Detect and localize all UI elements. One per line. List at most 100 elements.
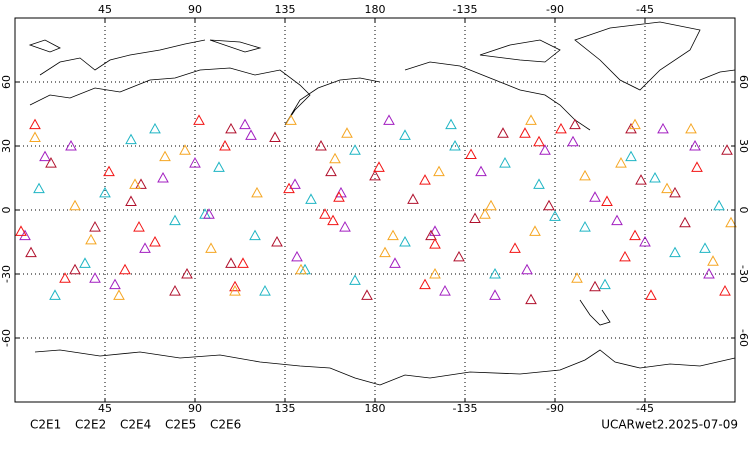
occultation-marker [193,114,205,125]
occultation-marker [407,193,419,204]
occultation-marker [661,182,673,194]
occultation-marker [103,165,115,177]
occultation-marker [525,293,537,305]
occultation-marker [497,127,509,138]
x-tick-label: 90 [188,3,202,16]
occultation-marker [419,278,431,290]
occultation-marker [329,152,341,164]
occultation-marker [445,118,457,130]
occultation-marker [567,135,579,147]
occultation-marker [469,212,481,224]
legend-entry: C2E6 [210,418,241,432]
legend-entry: C2E2 [75,418,106,432]
occultation-marker [271,235,283,247]
y-tick-label: 30 [737,139,750,153]
x-tick-label: 180 [365,402,386,415]
occultation-marker [529,225,541,236]
occultation-marker [319,208,331,219]
occultation-marker [569,118,581,130]
occultation-marker [669,246,681,258]
occultation-marker [453,250,465,262]
occultation-marker [399,129,411,140]
occultation-marker [349,144,361,155]
occultation-marker [669,186,681,198]
occultation-marker [341,127,353,138]
coastline [28,39,262,53]
occultation-marker [389,257,401,268]
occultation-marker [139,242,151,253]
occultation-marker [525,114,537,125]
y-tick-label: 60 [737,75,750,89]
occultation-marker [713,199,725,211]
occultation-marker [315,139,327,151]
coastline [29,67,381,126]
occultation-marker [251,186,263,198]
occultation-marker [25,246,37,258]
occultation-marker [15,225,27,236]
occultation-marker [249,229,261,241]
occultation-marker [203,208,215,219]
occultation-marker [475,165,487,177]
coastlines [28,21,736,386]
occultation-marker [571,272,583,283]
occultation-marker [589,191,601,202]
x-tick-label: -45 [636,402,654,415]
occultation-marker [333,191,345,202]
occultation-marker [579,169,591,181]
occultation-marker [133,221,145,232]
legend-entry: C2E1 [30,418,61,432]
occultation-marker [489,267,501,279]
occultation-marker [69,263,81,275]
occultation-marker [657,122,669,134]
occultation-marker [229,280,241,292]
occultation-marker [599,278,611,290]
occultation-marker [611,214,623,226]
occultation-marker [555,122,567,134]
occultation-marker [703,267,715,279]
occultation-marker [291,250,303,262]
occultation-marker [295,263,307,275]
coastline [404,61,591,131]
occultation-marker [429,267,441,279]
occultation-marker [181,267,193,279]
occultation-marker [239,118,251,130]
occultation-marker [625,150,637,162]
occultation-marker [39,150,51,162]
occultation-marker [465,148,477,160]
occultation-marker [543,199,555,211]
occultation-marker [259,285,271,296]
occultation-marker [691,161,703,172]
occultation-marker [33,182,45,194]
occultation-marker [419,174,431,185]
occultation-marker [49,289,61,300]
occultation-marker [645,289,657,300]
coastline [39,39,206,76]
x-tick-label: 45 [98,402,112,415]
occultation-marker [379,246,391,258]
occultation-marker [109,278,121,290]
x-tick-label: 135 [275,402,296,415]
occultation-marker [125,195,137,206]
occultation-marker [679,216,691,228]
occultation-marker [89,221,101,232]
occultation-marker [327,214,339,226]
coastline [34,349,736,386]
legend-entry: C2E4 [120,418,151,432]
occultation-marker [269,131,281,142]
footer-label: UCARwet2.2025-07-09 [601,418,738,432]
occultation-marker [725,216,737,228]
occultation-marker [213,161,225,172]
occultation-marker [225,122,237,134]
occultation-marker [685,122,697,134]
occultation-marker [361,289,373,300]
x-tick-label: -45 [636,3,654,16]
occultation-marker [509,242,521,253]
occultation-marker [169,214,181,226]
occultation-marker [639,235,651,247]
occultation-marker [439,285,451,296]
occultation-marker [29,118,41,130]
occultation-marker [325,165,337,177]
occultation-marker [113,289,125,300]
x-tick-label: -135 [453,402,478,415]
